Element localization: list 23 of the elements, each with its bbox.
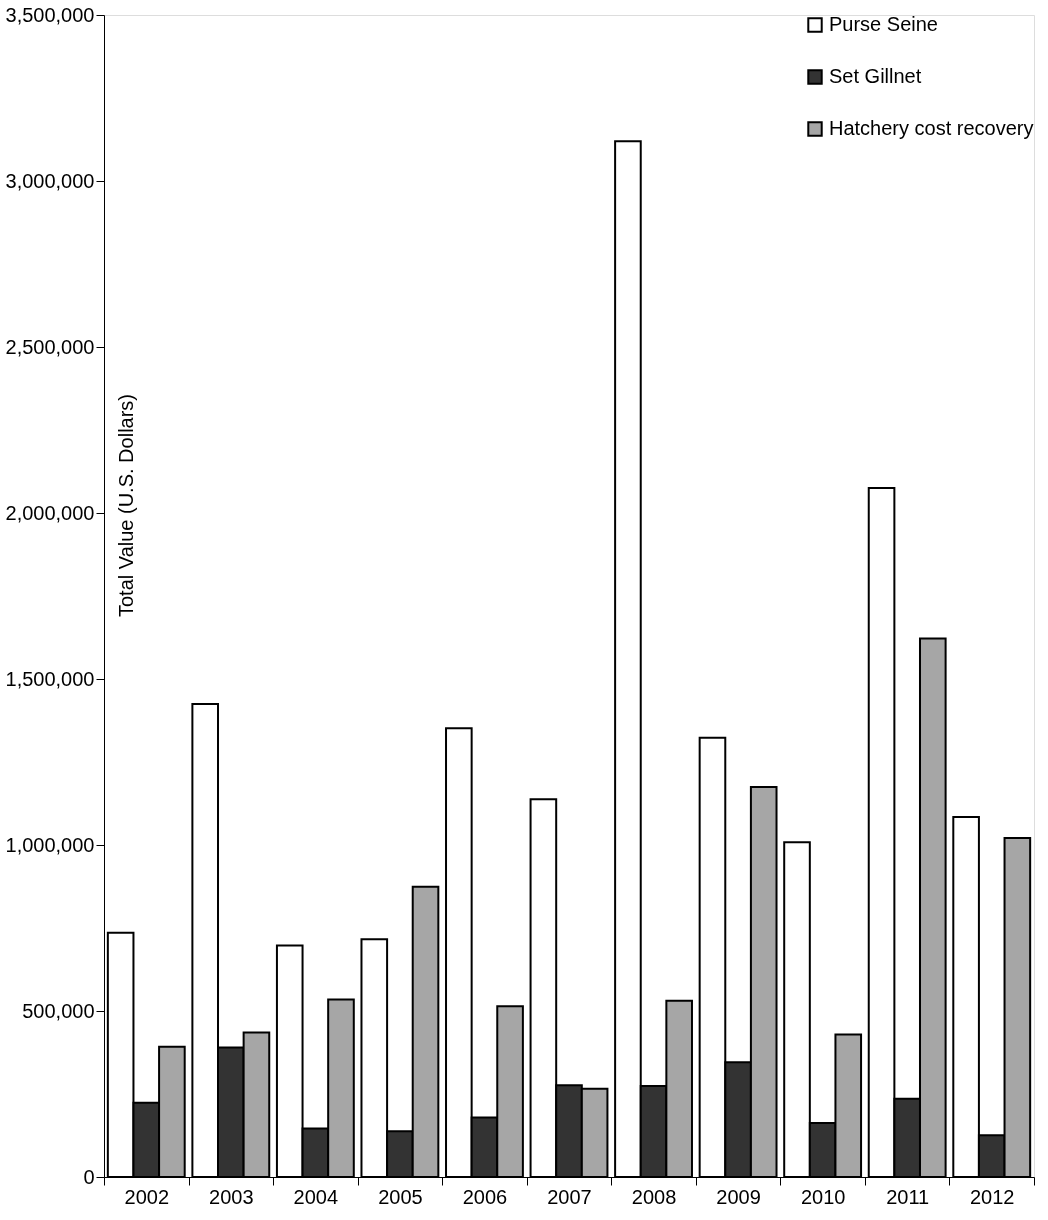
x-tick-label: 2004 bbox=[293, 1185, 339, 1208]
x-tick-label: 2012 bbox=[969, 1185, 1015, 1208]
x-tick-label: 2006 bbox=[462, 1185, 508, 1208]
y-tick-label: 0 bbox=[83, 1165, 95, 1188]
x-tick-label: 2007 bbox=[547, 1185, 592, 1208]
x-tick-label: 2011 bbox=[886, 1185, 930, 1208]
y-tick-label: 500,000 bbox=[22, 999, 95, 1022]
x-tick-label: 2008 bbox=[631, 1185, 677, 1208]
x-tick-label: 2009 bbox=[716, 1185, 761, 1208]
legend-label: Purse Seine bbox=[829, 13, 938, 35]
y-tick-label: 1,000,000 bbox=[5, 833, 95, 856]
y-axis-title: Total Value (U.S. Dollars) bbox=[114, 393, 137, 618]
x-tick-label: 2003 bbox=[209, 1185, 254, 1208]
y-tick-label: 1,500,000 bbox=[5, 667, 95, 690]
y-tick-label: 3,000,000 bbox=[5, 169, 95, 192]
y-tick-label: 3,500,000 bbox=[5, 3, 95, 26]
x-tick-label: 2002 bbox=[124, 1185, 170, 1208]
x-tick-label: 2005 bbox=[378, 1185, 423, 1208]
legend-label: Set Gillnet bbox=[829, 65, 922, 87]
legend-label: Hatchery cost recovery bbox=[829, 117, 1034, 139]
x-tick-label: 2010 bbox=[800, 1185, 846, 1208]
y-tick-label: 2,000,000 bbox=[5, 501, 95, 524]
y-tick-label: 2,500,000 bbox=[5, 335, 95, 358]
